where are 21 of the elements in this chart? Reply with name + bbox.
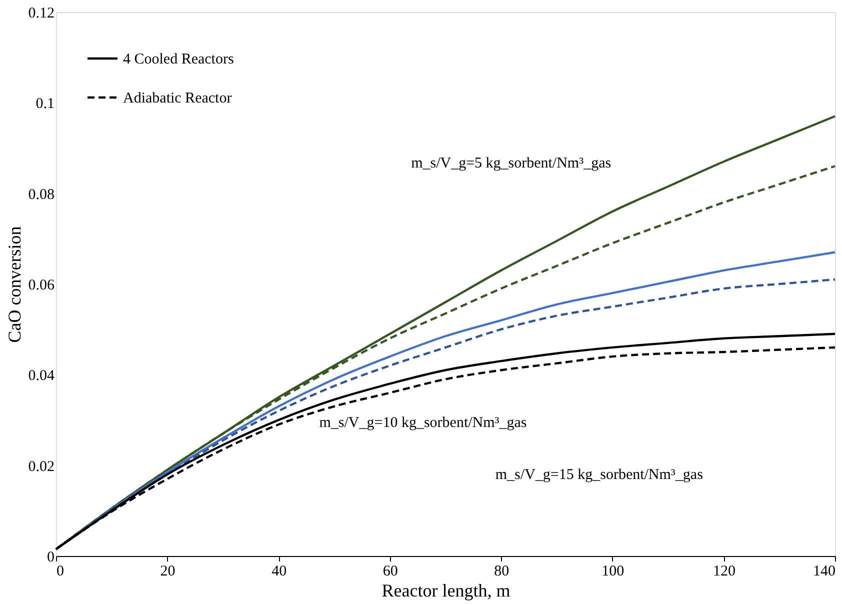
x-tick-label: 20 (160, 564, 176, 580)
annotation: m_s/V_g=10 kg_sorbent/Nm³_gas (319, 415, 527, 432)
x-tick-label: 100 (602, 564, 624, 580)
y-tick-label: 0.12 (28, 6, 54, 22)
annotation: m_s/V_g=5 kg_sorbent/Nm³_gas (411, 156, 612, 172)
y-tick-label: 0.04 (28, 368, 55, 384)
y-tick-label: 0.08 (28, 186, 54, 203)
x-tick-label: 80 (494, 564, 510, 580)
x-axis-title: Reactor length, m (382, 580, 510, 600)
y-tick-label: 0.06 (28, 278, 55, 294)
x-tick-label: 140 (813, 564, 836, 580)
annotation: m_s/V_g=15 kg_sorbent/Nm³_gas (495, 466, 704, 483)
x-tick-label: 40 (272, 564, 287, 580)
y-axis-title: CaO conversion (4, 226, 24, 343)
x-tick-label: 60 (382, 564, 398, 580)
y-tick-label: 0 (47, 550, 54, 566)
y-tick-label: 0.1 (36, 96, 54, 112)
y-tick-label: 0.02 (28, 458, 54, 475)
legend-label: 4 Cooled Reactors (123, 52, 234, 68)
legend-label: Adiabatic Reactor (123, 90, 232, 106)
x-tick-label: 120 (712, 564, 736, 580)
